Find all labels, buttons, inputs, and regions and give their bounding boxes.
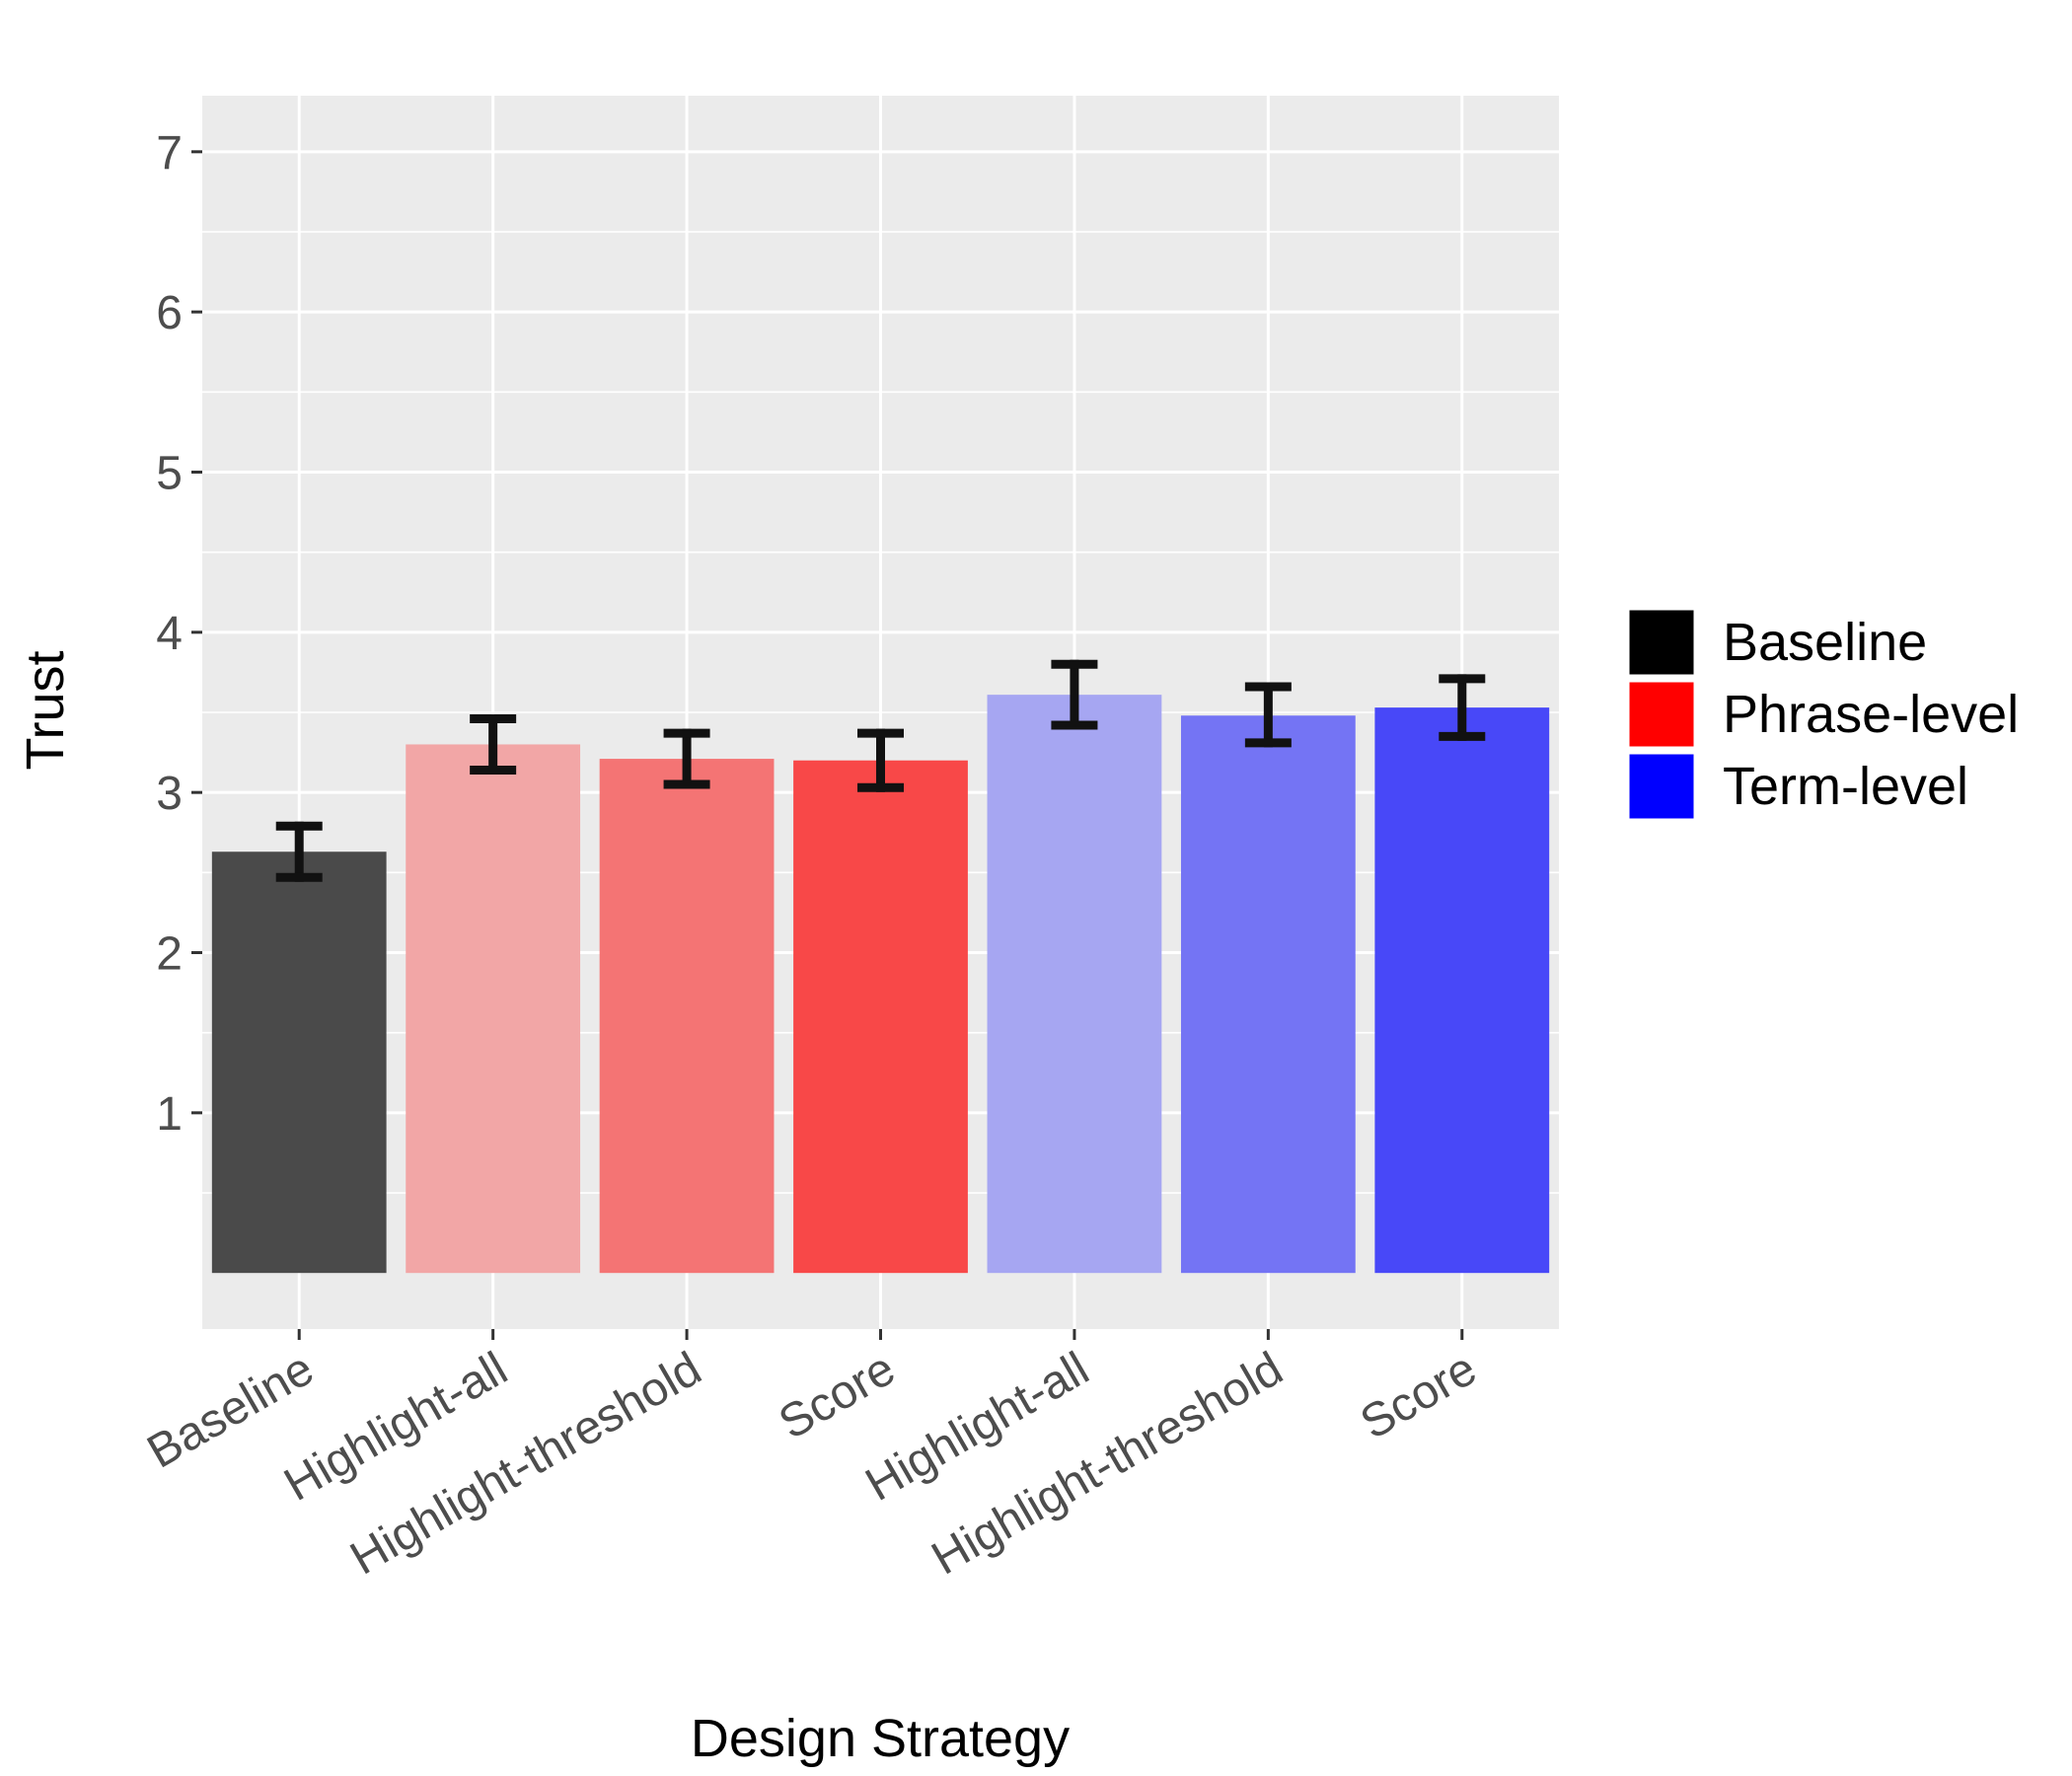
- x-tick-label: Highlight-threshold: [341, 1343, 709, 1586]
- bar-2: [406, 744, 581, 1274]
- legend-label-3: Term-level: [1723, 757, 1968, 816]
- y-tick-label: 3: [156, 768, 183, 820]
- legend-label-1: Baseline: [1723, 613, 1927, 672]
- y-tick-label: 6: [156, 287, 183, 339]
- legend-key-3: [1626, 751, 1697, 822]
- x-axis: BaselineHighlight-allHighlight-threshold…: [139, 1329, 1485, 1586]
- y-tick-label: 7: [156, 127, 183, 180]
- x-tick-label: Highlight-threshold: [924, 1343, 1292, 1586]
- bar-4: [793, 760, 968, 1274]
- y-axis: 1 2 3 4 5 6 7: [156, 127, 202, 1141]
- bar-7: [1374, 707, 1550, 1274]
- bar-3: [599, 759, 775, 1274]
- legend-label-2: Phrase-level: [1723, 685, 2019, 744]
- y-tick-label: 1: [156, 1088, 183, 1141]
- legend-key-2: [1626, 679, 1697, 750]
- bar-1: [211, 851, 387, 1274]
- y-axis-title: Trust: [16, 651, 75, 771]
- bars: [211, 695, 1550, 1274]
- y-tick-label: 4: [156, 608, 183, 660]
- error-bars: [275, 659, 1486, 882]
- x-tick-label: Score: [771, 1343, 904, 1450]
- x-axis-title: Design Strategy: [691, 1709, 1070, 1768]
- bar-5: [987, 695, 1162, 1274]
- y-tick-label: 2: [156, 928, 183, 981]
- bar-6: [1180, 715, 1356, 1274]
- x-tick-label: Score: [1352, 1343, 1485, 1450]
- legend: Baseline Phrase-level Term-level: [1626, 607, 2019, 822]
- legend-key-1: [1626, 607, 1697, 678]
- y-tick-label: 5: [156, 447, 183, 499]
